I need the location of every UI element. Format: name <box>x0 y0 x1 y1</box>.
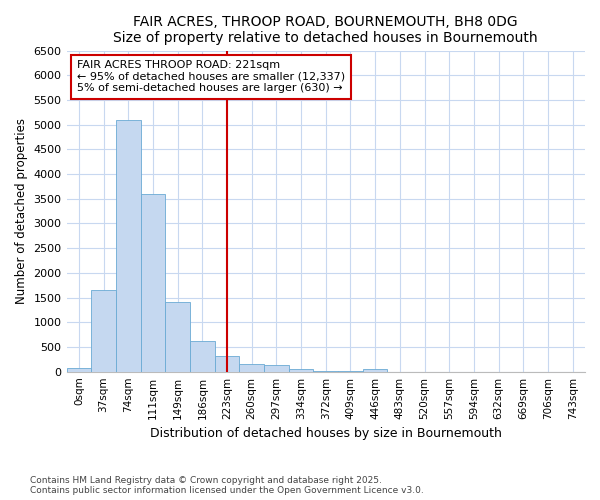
Bar <box>67 368 91 372</box>
Text: FAIR ACRES THROOP ROAD: 221sqm
← 95% of detached houses are smaller (12,337)
5% : FAIR ACRES THROOP ROAD: 221sqm ← 95% of … <box>77 60 345 94</box>
Bar <box>91 290 116 372</box>
Bar <box>363 369 388 372</box>
Bar <box>264 366 289 372</box>
Bar <box>165 302 190 372</box>
Y-axis label: Number of detached properties: Number of detached properties <box>15 118 28 304</box>
Bar <box>116 120 140 372</box>
Title: FAIR ACRES, THROOP ROAD, BOURNEMOUTH, BH8 0DG
Size of property relative to detac: FAIR ACRES, THROOP ROAD, BOURNEMOUTH, BH… <box>113 15 538 45</box>
Bar <box>140 194 165 372</box>
Bar <box>239 364 264 372</box>
X-axis label: Distribution of detached houses by size in Bournemouth: Distribution of detached houses by size … <box>150 427 502 440</box>
Bar <box>215 356 239 372</box>
Bar <box>289 369 313 372</box>
Bar <box>313 370 338 372</box>
Bar <box>190 341 215 372</box>
Text: Contains HM Land Registry data © Crown copyright and database right 2025.
Contai: Contains HM Land Registry data © Crown c… <box>30 476 424 495</box>
